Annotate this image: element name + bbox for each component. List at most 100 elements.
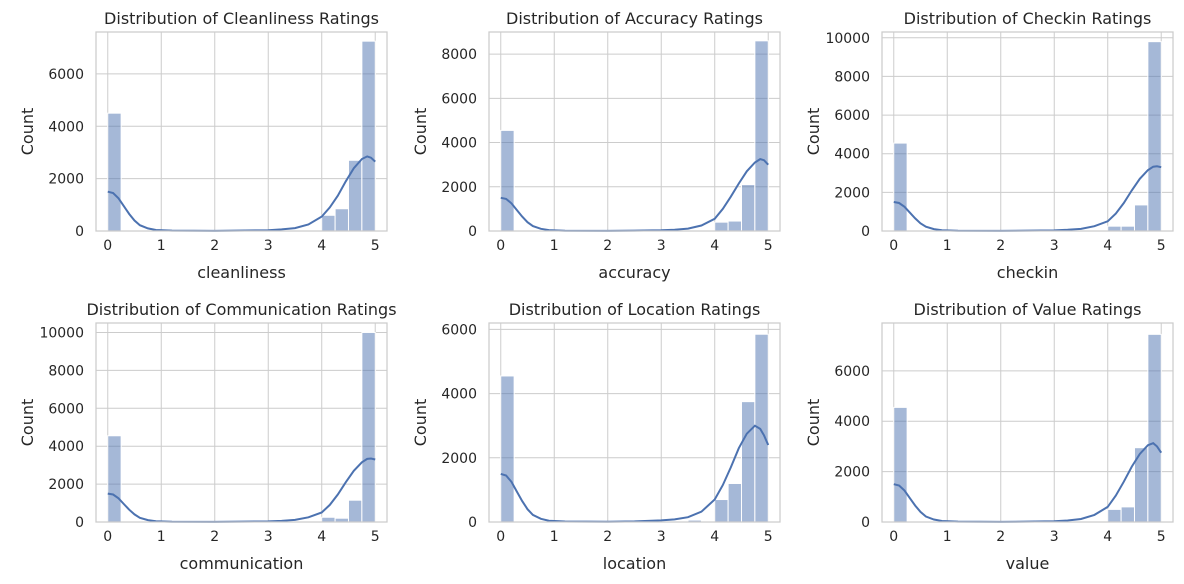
x-tick-label: 0 bbox=[889, 529, 898, 545]
histogram-bar bbox=[740, 184, 756, 232]
x-tick-label: 0 bbox=[103, 529, 112, 545]
x-tick-label: 4 bbox=[1103, 529, 1112, 545]
histogram-bar bbox=[1107, 225, 1122, 232]
y-tick-label: 4000 bbox=[441, 387, 477, 403]
histogram-bar bbox=[500, 129, 515, 232]
kde-curve bbox=[500, 158, 769, 232]
x-tick-label: 4 bbox=[317, 238, 326, 254]
y-tick-label: 6000 bbox=[48, 67, 84, 83]
y-tick-label: 2000 bbox=[441, 180, 477, 196]
y-tick-label: 6000 bbox=[834, 364, 870, 380]
chart-title: Distribution of Value Ratings bbox=[914, 300, 1142, 319]
x-tick-label: 5 bbox=[764, 529, 773, 545]
y-axis-label: Count bbox=[411, 108, 430, 156]
y-axis-label: Count bbox=[804, 108, 823, 156]
histogram-bar bbox=[1120, 506, 1135, 523]
x-axis-label: accuracy bbox=[598, 263, 670, 282]
x-tick-label: 2 bbox=[210, 529, 219, 545]
histogram-bar bbox=[321, 516, 336, 523]
histogram-bar bbox=[361, 40, 376, 232]
chart-panel-3: 0 1 2 3 4 5 0 2000 4000 6000 8000 10000 Distribution… bbox=[804, 9, 1174, 282]
chart-panel-1: 0 1 2 3 4 5 0 2000 4000 6000 Distribution of Clean… bbox=[18, 9, 388, 282]
y-tick-label: 0 bbox=[75, 515, 84, 531]
y-tick-label: 4000 bbox=[834, 414, 870, 430]
y-tick-label: 4000 bbox=[834, 147, 870, 163]
histogram-bar bbox=[107, 435, 122, 523]
y-axis-label: Count bbox=[411, 399, 430, 447]
x-tick-label: 1 bbox=[943, 238, 952, 254]
chart-title: Distribution of Checkin Ratings bbox=[904, 9, 1152, 28]
y-tick-label: 8000 bbox=[48, 363, 84, 379]
histogram-bar bbox=[727, 220, 742, 232]
x-axis-label: communication bbox=[180, 554, 304, 573]
y-tick-label: 0 bbox=[861, 224, 870, 240]
y-tick-label: 0 bbox=[468, 515, 477, 531]
x-tick-label: 4 bbox=[710, 238, 719, 254]
histogram-bar bbox=[107, 112, 122, 232]
x-tick-label: 1 bbox=[943, 529, 952, 545]
histogram-bar bbox=[1147, 333, 1162, 523]
x-tick-label: 3 bbox=[657, 529, 666, 545]
x-tick-label: 5 bbox=[1157, 238, 1166, 254]
histogram-bar bbox=[1120, 225, 1135, 232]
y-tick-label: 2000 bbox=[441, 451, 477, 467]
x-tick-label: 5 bbox=[371, 529, 380, 545]
x-tick-label: 2 bbox=[603, 529, 612, 545]
histogram-bar bbox=[321, 214, 336, 232]
y-tick-label: 4000 bbox=[441, 136, 477, 152]
histogram-bar bbox=[893, 142, 908, 232]
x-tick-label: 1 bbox=[157, 529, 166, 545]
x-tick-label: 0 bbox=[496, 529, 505, 545]
y-tick-label: 0 bbox=[468, 224, 477, 240]
histogram-bar bbox=[500, 375, 515, 523]
histogram-bar bbox=[1133, 204, 1149, 232]
x-tick-label: 1 bbox=[550, 529, 559, 545]
y-tick-label: 10000 bbox=[39, 325, 84, 341]
histogram-bar bbox=[893, 406, 908, 523]
y-axis-label: Count bbox=[18, 399, 37, 447]
kde-curve bbox=[107, 457, 376, 523]
x-tick-label: 4 bbox=[710, 529, 719, 545]
x-axis-label: checkin bbox=[997, 263, 1058, 282]
x-tick-label: 5 bbox=[1157, 529, 1166, 545]
chart-title: Distribution of Accuracy Ratings bbox=[506, 9, 763, 28]
histogram-bar bbox=[334, 208, 349, 232]
y-tick-label: 6000 bbox=[48, 401, 84, 417]
x-tick-label: 0 bbox=[103, 238, 112, 254]
y-tick-label: 4000 bbox=[48, 439, 84, 455]
histogram-bar bbox=[347, 159, 363, 232]
x-tick-label: 3 bbox=[264, 238, 273, 254]
x-tick-label: 2 bbox=[603, 238, 612, 254]
x-tick-label: 2 bbox=[210, 238, 219, 254]
histogram-bar bbox=[727, 482, 742, 523]
y-tick-label: 2000 bbox=[834, 185, 870, 201]
y-tick-label: 2000 bbox=[834, 465, 870, 481]
plot-frame bbox=[881, 31, 1174, 232]
plot-frame bbox=[95, 31, 388, 232]
y-axis-label: Count bbox=[804, 399, 823, 447]
x-tick-label: 4 bbox=[1103, 238, 1112, 254]
y-tick-label: 8000 bbox=[834, 69, 870, 85]
chart-title: Distribution of Communication Ratings bbox=[86, 300, 396, 319]
y-tick-label: 6000 bbox=[834, 108, 870, 124]
plot-frame bbox=[881, 322, 1174, 523]
x-tick-label: 0 bbox=[496, 238, 505, 254]
kde-curve bbox=[107, 155, 376, 232]
histogram-bar bbox=[714, 221, 729, 232]
y-tick-label: 4000 bbox=[48, 119, 84, 135]
x-tick-label: 2 bbox=[996, 238, 1005, 254]
x-axis-label: cleanliness bbox=[197, 263, 286, 282]
y-axis-label: Count bbox=[18, 108, 37, 156]
kde-curve bbox=[893, 442, 1163, 523]
y-tick-label: 0 bbox=[861, 515, 870, 531]
histogram-bar bbox=[347, 499, 363, 523]
chart-panel-5: 0 1 2 3 4 5 0 2000 4000 6000 Distribution of Locat… bbox=[411, 300, 781, 573]
y-tick-label: 2000 bbox=[48, 172, 84, 188]
chart-title: Distribution of Cleanliness Ratings bbox=[104, 9, 379, 28]
y-tick-label: 6000 bbox=[441, 322, 477, 338]
histogram-bar bbox=[740, 401, 756, 523]
x-tick-label: 5 bbox=[371, 238, 380, 254]
x-tick-label: 3 bbox=[657, 238, 666, 254]
plot-frame bbox=[488, 322, 781, 523]
